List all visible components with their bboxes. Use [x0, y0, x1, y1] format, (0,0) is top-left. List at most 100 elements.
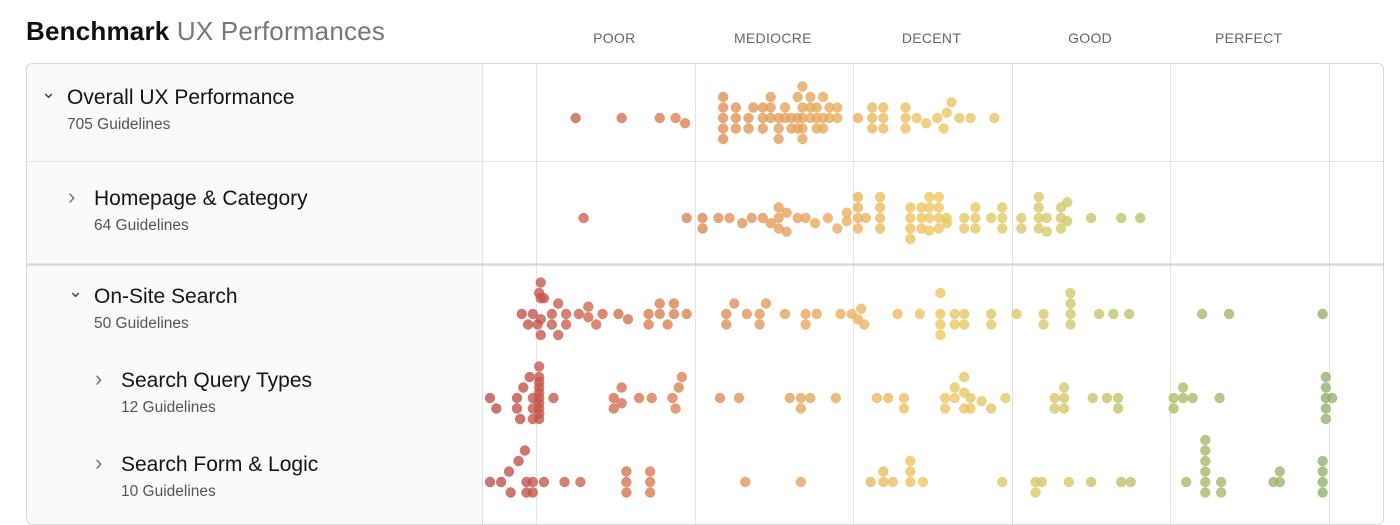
guideline-dot[interactable]	[933, 202, 945, 213]
chevron-right-icon[interactable]: ›	[68, 184, 76, 209]
guideline-dot[interactable]	[916, 202, 927, 213]
guideline-dot[interactable]	[920, 118, 932, 129]
guideline-dot[interactable]	[805, 392, 816, 404]
guideline-dot[interactable]	[1177, 392, 1189, 404]
guideline-dot[interactable]	[765, 112, 776, 124]
guideline-dot[interactable]	[673, 382, 684, 393]
guideline-dot[interactable]	[946, 97, 957, 108]
guideline-dot[interactable]	[1196, 308, 1208, 320]
guideline-dot[interactable]	[924, 202, 935, 213]
guideline-dot[interactable]	[679, 118, 691, 129]
guideline-dot[interactable]	[1320, 371, 1332, 383]
guideline-dot[interactable]	[1274, 476, 1286, 488]
guideline-dot[interactable]	[976, 395, 987, 407]
guideline-dot[interactable]	[797, 112, 808, 124]
guideline-dot[interactable]	[852, 223, 864, 234]
guideline-dot[interactable]	[621, 487, 632, 498]
guideline-dot[interactable]	[784, 392, 795, 404]
guideline-dot[interactable]	[933, 223, 945, 234]
guideline-dot[interactable]	[643, 319, 654, 330]
guideline-dot[interactable]	[597, 308, 608, 320]
guideline-dot[interactable]	[855, 303, 867, 314]
guideline-dot[interactable]	[760, 298, 772, 309]
guideline-dot[interactable]	[1200, 434, 1211, 446]
guideline-dot[interactable]	[721, 319, 732, 330]
guideline-dot[interactable]	[538, 476, 550, 488]
guideline-dot[interactable]	[781, 226, 792, 237]
guideline-dot[interactable]	[1135, 212, 1146, 224]
guideline-dot[interactable]	[878, 123, 889, 134]
guideline-dot[interactable]	[824, 102, 835, 113]
guideline-dot[interactable]	[905, 455, 916, 467]
guideline-dot[interactable]	[887, 476, 899, 488]
guideline-dot[interactable]	[1108, 308, 1119, 320]
guideline-dot[interactable]	[905, 223, 916, 234]
guideline-dot[interactable]	[924, 191, 935, 203]
guideline-dot[interactable]	[654, 308, 665, 320]
guideline-dot[interactable]	[1101, 392, 1113, 404]
guideline-dot[interactable]	[538, 293, 550, 304]
guideline-dot[interactable]	[516, 308, 527, 320]
guideline-dot[interactable]	[730, 112, 742, 124]
guideline-dot[interactable]	[1016, 223, 1027, 234]
guideline-dot[interactable]	[797, 133, 808, 145]
guideline-dot[interactable]	[835, 308, 846, 320]
guideline-dot[interactable]	[546, 319, 558, 330]
guideline-dot[interactable]	[959, 212, 970, 224]
guideline-dot[interactable]	[933, 191, 945, 203]
guideline-dot[interactable]	[898, 403, 910, 414]
guideline-dot[interactable]	[773, 202, 784, 213]
guideline-dot[interactable]	[578, 212, 589, 224]
guideline-dot[interactable]	[1125, 476, 1136, 488]
guideline-dot[interactable]	[939, 392, 951, 404]
guideline-dot[interactable]	[805, 91, 816, 103]
guideline-dot[interactable]	[1000, 392, 1011, 404]
guideline-dot[interactable]	[1223, 308, 1235, 320]
guideline-dot[interactable]	[997, 202, 1008, 213]
guideline-dot[interactable]	[518, 382, 529, 393]
guideline-dot[interactable]	[959, 371, 970, 383]
guideline-dot[interactable]	[1168, 392, 1179, 404]
category-row[interactable]: ⌄ On-Site Search 50 Guidelines	[68, 281, 238, 333]
guideline-dot[interactable]	[514, 413, 526, 425]
guideline-dot[interactable]	[800, 319, 811, 330]
guideline-dot[interactable]	[852, 212, 864, 224]
guideline-dot[interactable]	[491, 403, 502, 414]
guideline-dot[interactable]	[800, 308, 811, 320]
guideline-dot[interactable]	[621, 466, 632, 477]
guideline-dot[interactable]	[1317, 466, 1328, 477]
guideline-dot[interactable]	[484, 392, 496, 404]
guideline-dot[interactable]	[1065, 319, 1076, 330]
guideline-dot[interactable]	[644, 476, 656, 488]
guideline-dot[interactable]	[938, 123, 949, 134]
guideline-dot[interactable]	[997, 212, 1008, 224]
guideline-dot[interactable]	[553, 329, 564, 341]
guideline-dot[interactable]	[800, 212, 811, 224]
guideline-dot[interactable]	[852, 191, 864, 203]
guideline-dot[interactable]	[746, 212, 757, 224]
guideline-dot[interactable]	[743, 123, 754, 134]
guideline-dot[interactable]	[905, 233, 916, 245]
guideline-dot[interactable]	[765, 218, 776, 229]
guideline-dot[interactable]	[1320, 413, 1332, 425]
guideline-dot[interactable]	[965, 403, 976, 414]
guideline-dot[interactable]	[644, 466, 656, 477]
guideline-dot[interactable]	[965, 112, 976, 124]
guideline-dot[interactable]	[535, 329, 546, 341]
guideline-dot[interactable]	[1112, 392, 1124, 404]
guideline-dot[interactable]	[871, 392, 883, 404]
guideline-dot[interactable]	[1317, 487, 1328, 498]
guideline-dot[interactable]	[1049, 403, 1060, 414]
guideline-dot[interactable]	[733, 392, 745, 404]
guideline-dot[interactable]	[959, 308, 970, 320]
guideline-dot[interactable]	[1320, 403, 1332, 414]
guideline-dot[interactable]	[670, 403, 681, 414]
guideline-dot[interactable]	[1200, 466, 1211, 477]
guideline-dot[interactable]	[519, 445, 531, 456]
guideline-dot[interactable]	[997, 476, 1008, 488]
chevron-right-icon[interactable]: ›	[95, 366, 103, 391]
guideline-dot[interactable]	[757, 212, 768, 224]
guideline-dot[interactable]	[736, 218, 748, 229]
guideline-dot[interactable]	[754, 319, 765, 330]
guideline-dot[interactable]	[935, 308, 946, 320]
